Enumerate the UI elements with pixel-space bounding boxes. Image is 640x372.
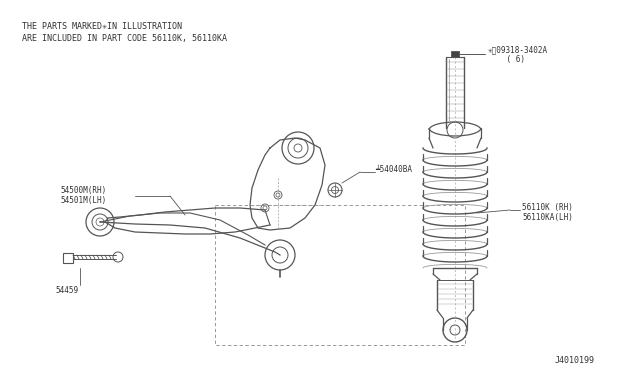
- Bar: [215, 205, 465, 345]
- Bar: [63, 253, 73, 263]
- Text: ┷54040BA: ┷54040BA: [375, 165, 412, 174]
- Text: 54459: 54459: [55, 286, 78, 295]
- Bar: [451, 51, 459, 57]
- Text: ✳Ⓣ09318-3402A
    ( 6): ✳Ⓣ09318-3402A ( 6): [488, 45, 548, 64]
- Text: 54500M(RH)
54501M(LH): 54500M(RH) 54501M(LH): [60, 186, 106, 205]
- Text: J4010199: J4010199: [555, 356, 595, 365]
- Text: THE PARTS MARKED✳IN ILLUSTRATION: THE PARTS MARKED✳IN ILLUSTRATION: [22, 22, 182, 31]
- Text: ARE INCLUDED IN PART CODE 56110K, 56110KA: ARE INCLUDED IN PART CODE 56110K, 56110K…: [22, 34, 227, 43]
- Text: 56110K (RH)
56110KA(LH): 56110K (RH) 56110KA(LH): [522, 203, 573, 222]
